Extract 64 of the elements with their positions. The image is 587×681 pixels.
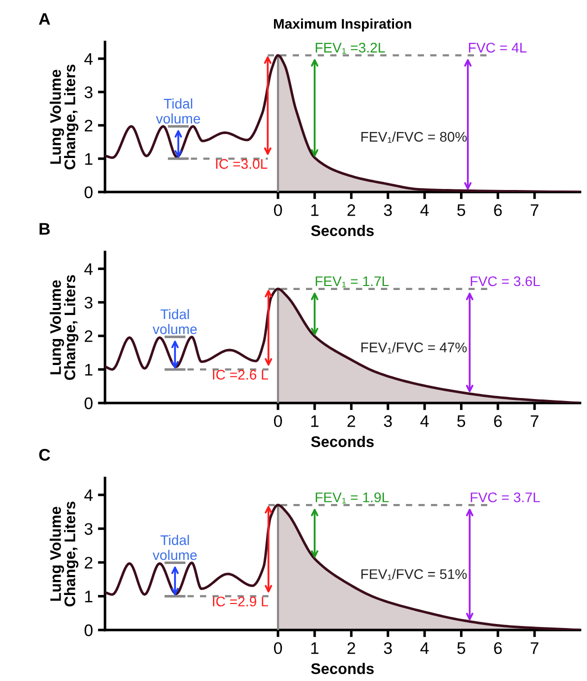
x-tick-label: 2 bbox=[348, 204, 356, 216]
y-tick-label: 1 bbox=[85, 153, 92, 165]
x-tick-label: 1 bbox=[311, 204, 318, 216]
x-tick-label: 0 bbox=[274, 204, 282, 216]
x-tick-label: 4 bbox=[420, 642, 429, 654]
y-axis-title: Lung Volume Change, Liters bbox=[50, 502, 78, 606]
x-tick-label: 2 bbox=[348, 415, 356, 427]
annotation: Tidal volume bbox=[156, 98, 200, 124]
x-tick-label: 1 bbox=[311, 415, 318, 427]
y-tick-label: 2 bbox=[84, 330, 92, 342]
x-tick-label: 6 bbox=[494, 415, 502, 428]
annotation: FEV₁/FVC = 51% bbox=[361, 568, 467, 580]
annotation: IC =3.0L bbox=[216, 159, 268, 169]
y-tick-label: 4 bbox=[84, 489, 93, 501]
chart-title: A bbox=[38, 13, 50, 25]
annotation: Tidal volume bbox=[152, 308, 197, 334]
x-tick-label: 7 bbox=[530, 415, 538, 427]
y-tick-label: 4 bbox=[84, 263, 93, 275]
x-tick-label: 3 bbox=[384, 415, 392, 428]
y-axis-title: Lung Volume Change, Liters bbox=[50, 275, 78, 380]
y-tick-label: 3 bbox=[84, 86, 92, 98]
y-tick-label: 0 bbox=[84, 186, 93, 198]
chart-title: B bbox=[40, 223, 50, 235]
x-tick-label: 7 bbox=[530, 204, 538, 216]
y-axis-title: Lung Volume Change, Liters bbox=[50, 64, 78, 170]
x-tick-label: 5 bbox=[457, 204, 466, 216]
y-tick-label: 2 bbox=[84, 120, 92, 132]
x-tick-label: 3 bbox=[384, 642, 392, 654]
annotation: Tidal volume bbox=[152, 534, 197, 560]
x-tick-label: 7 bbox=[530, 642, 538, 654]
x-tick-label: 6 bbox=[494, 642, 502, 654]
x-tick-label: 5 bbox=[457, 415, 466, 428]
chart-title: C bbox=[39, 448, 50, 461]
y-tick-label: 0 bbox=[84, 397, 93, 410]
x-tick-label: 4 bbox=[420, 204, 429, 216]
y-tick-label: 1 bbox=[85, 590, 92, 602]
x-tick-label: 2 bbox=[348, 642, 356, 654]
annotation: FEV₁ =3.2L bbox=[316, 42, 385, 54]
annotation: FEV₁/FVC = 80% bbox=[361, 132, 467, 143]
annotation: FVC = 3.6L bbox=[470, 276, 540, 286]
x-tick-label: 5 bbox=[457, 642, 466, 654]
y-tick-label: 2 bbox=[84, 556, 92, 568]
x-tick-label: 0 bbox=[274, 642, 282, 654]
annotation: FVC = 4L bbox=[468, 42, 526, 53]
y-tick-label: 4 bbox=[84, 53, 93, 65]
x-axis-title: Seconds bbox=[311, 662, 374, 674]
x-tick-label: 1 bbox=[311, 642, 318, 654]
y-tick-label: 1 bbox=[85, 364, 92, 376]
x-tick-label: 4 bbox=[420, 415, 429, 427]
annotation: FVC = 3.7L bbox=[470, 492, 540, 502]
annotation: FEV₁/FVC = 47% bbox=[361, 342, 467, 354]
y-tick-label: 0 bbox=[84, 624, 93, 636]
y-tick-label: 3 bbox=[84, 523, 92, 535]
x-axis-title: Seconds bbox=[311, 224, 374, 236]
annotation: FEV₁ = 1.7L bbox=[316, 276, 389, 288]
x-axis-title: Seconds bbox=[311, 436, 374, 448]
chart-subtitle: Maximum Inspiration bbox=[274, 18, 412, 32]
y-tick-label: 3 bbox=[84, 296, 92, 309]
annotation: IC =2.9 L bbox=[213, 596, 268, 606]
x-tick-label: 0 bbox=[274, 415, 282, 428]
annotation: IC =2.6 L bbox=[213, 370, 268, 380]
x-tick-label: 3 bbox=[384, 204, 392, 216]
annotation: FEV₁ = 1.9L bbox=[316, 492, 389, 504]
x-tick-label: 6 bbox=[494, 204, 502, 216]
